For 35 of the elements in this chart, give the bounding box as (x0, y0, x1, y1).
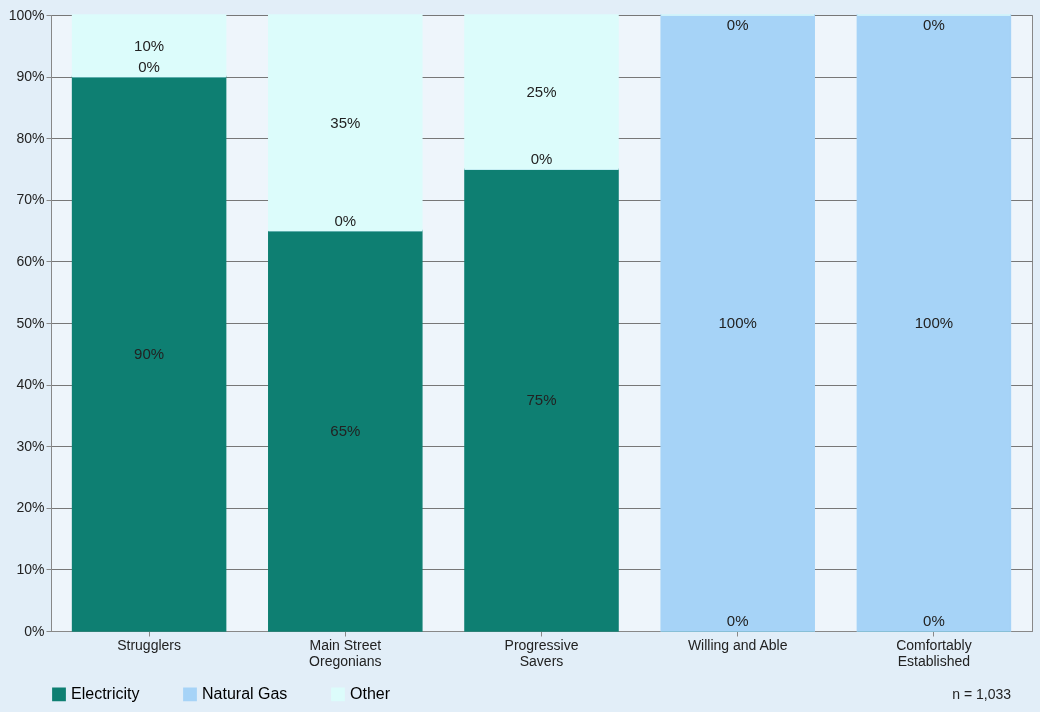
data-label: 0% (923, 612, 945, 629)
x-tick-label: Comfortably Established (896, 636, 972, 669)
y-tick-label: 100% (8, 6, 45, 23)
y-tick-label: 40% (16, 376, 45, 393)
data-label: 0% (138, 57, 160, 75)
y-tick-label: 20% (16, 499, 45, 516)
y-tick-label: 0% (24, 622, 45, 639)
data-label: 0% (726, 612, 749, 629)
data-label: 25% (526, 83, 557, 100)
x-tick-label: Willing and Able (687, 636, 788, 653)
y-tick-label: 90% (16, 68, 45, 85)
data-label: 0% (726, 16, 749, 33)
legend-label: Natural Gas (202, 685, 288, 703)
data-label: 90% (134, 344, 165, 362)
data-label: 0% (530, 150, 553, 167)
data-label: 35% (330, 113, 361, 131)
data-label: 100% (718, 314, 757, 331)
y-tick-label: 50% (16, 314, 45, 331)
data-label: 100% (914, 314, 954, 331)
legend-label: Electricity (71, 685, 140, 703)
x-tick-label: Main Street Oregonians (309, 636, 382, 669)
data-label: 0% (334, 211, 357, 229)
text: n = 1,033 (952, 686, 1012, 702)
y-tick-label: 60% (16, 252, 45, 269)
data-label: 75% (526, 391, 557, 408)
x-tick-label: Strugglers (117, 636, 182, 653)
legend-label: Other (350, 685, 391, 703)
data-label: 0% (923, 16, 945, 33)
y-tick-label: 30% (16, 437, 45, 454)
data-label: 65% (330, 421, 361, 439)
y-tick-label: 80% (16, 129, 45, 146)
y-tick-label: 10% (16, 560, 45, 577)
y-tick-label: 70% (16, 191, 45, 208)
x-tick-label: Progressive Savers (504, 636, 579, 669)
data-label: 10% (134, 36, 165, 54)
